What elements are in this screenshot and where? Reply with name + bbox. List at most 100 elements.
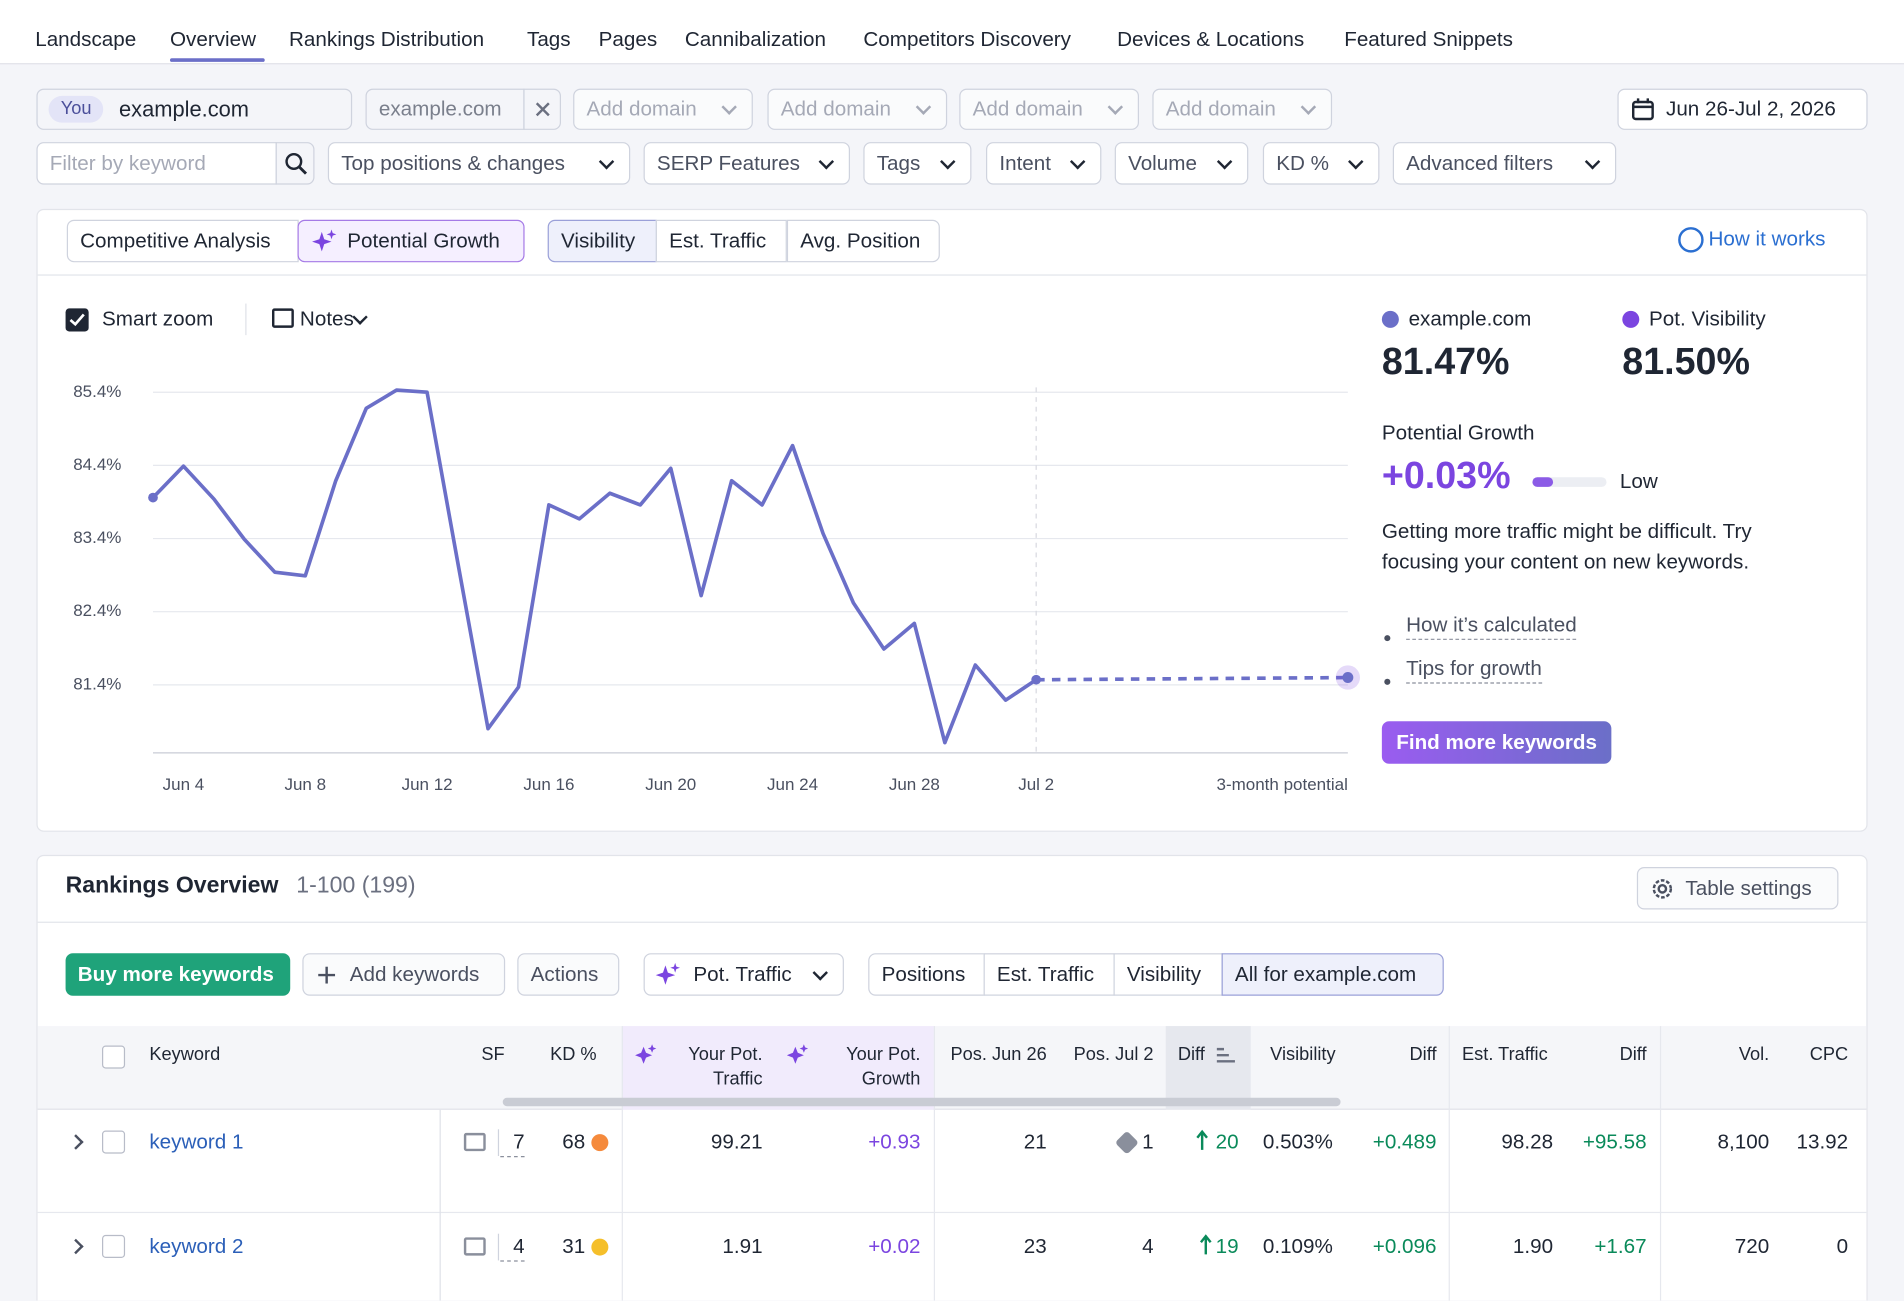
filter-dropdown[interactable]: Intent — [986, 142, 1102, 185]
column-header[interactable]: Keyword — [149, 1044, 221, 1065]
nav-active-underline — [170, 58, 265, 62]
add-keywords-button[interactable]: Add keywords — [302, 953, 506, 996]
nav-tab[interactable]: Cannibalization — [684, 27, 827, 52]
x-tick-label: Jun 4 — [163, 775, 205, 794]
serp-icon — [463, 1132, 486, 1152]
view-tab[interactable]: Visibility — [1113, 953, 1223, 996]
column-header[interactable]: Your Pot. Traffic — [688, 1044, 763, 1090]
date-picker[interactable]: Jun 26-Jul 2, 2026 — [1617, 88, 1868, 130]
y-tick-label: 82.4% — [73, 601, 121, 620]
column-header[interactable]: Your Pot. Growth — [846, 1044, 921, 1090]
growth-label: Potential Growth — [1381, 421, 1535, 445]
filter-dropdown[interactable]: Advanced filters — [1392, 142, 1617, 185]
add-domain[interactable]: Add domain — [1152, 88, 1333, 130]
column-header[interactable]: Vol. — [1738, 1044, 1770, 1065]
find-keywords-button[interactable]: Find more keywords — [1381, 721, 1612, 764]
column-header[interactable]: Diff — [1177, 1044, 1205, 1065]
metric-tab[interactable]: Est. Traffic — [655, 219, 787, 263]
keyword-link[interactable]: keyword 2 — [149, 1234, 244, 1259]
column-separator — [1448, 1026, 1450, 1301]
nav-tab[interactable]: Overview — [170, 27, 257, 52]
nav-tab[interactable]: Devices & Locations — [1117, 27, 1305, 52]
column-header[interactable]: Est. Traffic — [1462, 1044, 1548, 1065]
view-tab-active[interactable]: All for example.com — [1221, 953, 1444, 996]
add-domain[interactable]: Add domain — [767, 88, 948, 130]
column-header[interactable]: Visibility — [1270, 1044, 1336, 1065]
table-cell: 31 — [562, 1234, 586, 1259]
nav-tab[interactable]: Rankings Distribution — [289, 27, 485, 52]
mode-tab[interactable]: Competitive Analysis — [66, 219, 299, 263]
column-header[interactable]: SF — [481, 1044, 505, 1065]
table-cell: 23 — [1023, 1234, 1047, 1259]
you-domain: example.com — [119, 97, 249, 122]
row-checkbox[interactable] — [102, 1234, 126, 1259]
remove-competitor[interactable] — [523, 88, 562, 130]
view-tab[interactable]: Positions — [868, 953, 985, 996]
help-link[interactable]: How it’s calculated — [1406, 613, 1577, 640]
row-checkbox[interactable] — [102, 1130, 126, 1154]
y-tick-label: 84.4% — [73, 455, 121, 474]
keyword-filter[interactable]: Filter by keyword — [36, 142, 277, 185]
nav-tab[interactable]: Landscape — [35, 27, 137, 52]
rankings-range: 1-100 (199) — [296, 873, 416, 899]
add-domain[interactable]: Add domain — [959, 88, 1140, 130]
table-cell: 7 — [500, 1129, 525, 1158]
notes-button[interactable]: Notes — [300, 307, 383, 331]
growth-level: Low — [1619, 469, 1658, 494]
series-start-dot — [148, 492, 158, 503]
up-arrow — [1199, 1234, 1212, 1256]
table-cell: 0 — [1836, 1234, 1849, 1259]
sparkle-icon — [786, 1043, 810, 1067]
chart-card-divider — [37, 274, 1867, 276]
column-header[interactable]: Diff — [1409, 1044, 1437, 1065]
toolbar-separator — [245, 303, 247, 336]
view-tab[interactable]: Est. Traffic — [983, 953, 1115, 996]
smart-zoom-checkbox[interactable] — [65, 308, 89, 332]
nav-tab[interactable]: Pages — [598, 27, 658, 52]
growth-track — [1532, 477, 1607, 487]
table-cell: +0.93 — [868, 1130, 921, 1154]
header-checkbox[interactable] — [102, 1045, 126, 1069]
filter-dropdown[interactable]: SERP Features — [643, 142, 851, 185]
search-button[interactable] — [275, 142, 315, 185]
column-header[interactable]: Diff — [1619, 1044, 1647, 1065]
filter-dropdown[interactable]: KD % — [1262, 142, 1380, 185]
buy-keywords-button[interactable]: Buy more keywords — [65, 953, 291, 996]
nav-tab[interactable]: Competitors Discovery — [863, 27, 1072, 52]
metric-tab-active[interactable]: Visibility — [547, 219, 657, 263]
table-cell: 19 — [1215, 1234, 1239, 1259]
metric-tab[interactable]: Avg. Position — [786, 219, 940, 263]
actions-button[interactable]: Actions — [517, 953, 620, 996]
filter-dropdown[interactable]: Top positions & changes — [327, 142, 631, 185]
nav-bar — [0, 0, 1904, 65]
domain-you[interactable]: You example.com — [36, 88, 353, 130]
kd-dot — [591, 1238, 609, 1256]
filter-dropdown[interactable]: Tags — [863, 142, 972, 185]
column-header[interactable]: Pos. Jul 2 — [1073, 1044, 1154, 1065]
table-cell: 4 — [500, 1234, 525, 1262]
nav-tab[interactable]: Tags — [527, 27, 571, 52]
column-header[interactable]: KD % — [550, 1044, 597, 1065]
table-cell: 13.92 — [1796, 1130, 1849, 1154]
table-cell: 21 — [1023, 1130, 1047, 1154]
y-tick-label: 85.4% — [73, 382, 121, 401]
serp-divider — [497, 1233, 500, 1261]
add-domain[interactable]: Add domain — [573, 88, 753, 130]
nav-tab[interactable]: Featured Snippets — [1344, 27, 1513, 52]
column-header[interactable]: CPC — [1809, 1044, 1849, 1065]
table-cell: 1 — [1142, 1130, 1154, 1154]
table-cell: 720 — [1734, 1234, 1770, 1259]
table-cell: 98.28 — [1501, 1130, 1554, 1154]
column-header[interactable]: Pos. Jun 26 — [950, 1044, 1047, 1065]
keyword-link[interactable]: keyword 1 — [149, 1130, 244, 1154]
bullet — [1384, 678, 1391, 685]
table-rows-bg — [37, 1109, 1867, 1301]
mode-tab-active[interactable]: Potential Growth — [297, 219, 525, 263]
help-link[interactable]: Tips for growth — [1406, 657, 1542, 684]
table-settings[interactable]: Table settings — [1636, 867, 1839, 910]
how-it-works[interactable]: How it works — [1708, 227, 1826, 251]
filter-dropdown[interactable]: Volume — [1114, 142, 1249, 185]
pot-traffic-dropdown[interactable]: Pot. Traffic — [643, 953, 844, 996]
x-tick-label: Jun 16 — [523, 775, 574, 794]
x-tick-label: Jun 24 — [767, 775, 818, 794]
